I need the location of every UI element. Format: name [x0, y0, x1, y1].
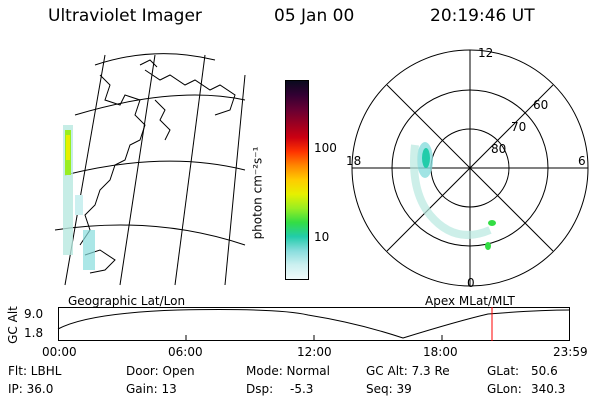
time-tick-06: 06:00 — [168, 345, 203, 359]
time-tick-2359: 23:59 — [553, 345, 588, 359]
colorbar — [285, 80, 309, 280]
left-panel-caption: Geographic Lat/Lon — [68, 294, 186, 308]
gain-info: Gain: 13 — [126, 382, 177, 396]
gc-alt-info: GC Alt: 7.3 Re — [366, 364, 450, 378]
colorbar-tick-10: 10 — [314, 230, 330, 244]
altitude-curve — [57, 309, 571, 339]
ip-info: IP: 36.0 — [8, 382, 54, 396]
door-info: Door: Open — [126, 364, 195, 378]
time-tick-18: 18:00 — [423, 345, 458, 359]
header-date: 05 Jan 00 — [274, 6, 355, 26]
header-time: 20:19:46 UT — [430, 6, 535, 26]
colorbar-tick-100: 100 — [314, 141, 337, 155]
glon-label: GLon: — [487, 382, 522, 396]
seq-info: Seq: 39 — [366, 382, 412, 396]
glat-value: 50.6 — [531, 364, 558, 378]
mlt-label-0: 0 — [467, 276, 475, 290]
mlt-label-12: 12 — [478, 46, 494, 60]
mode-info: Mode: Normal — [246, 364, 330, 378]
glat-label: GLat: — [487, 364, 520, 378]
time-tick-12: 12:00 — [297, 345, 332, 359]
polar-plot — [351, 49, 589, 287]
time-tick-00: 00:00 — [42, 345, 77, 359]
colorbar-unit-label: photon cm⁻²s⁻¹ — [250, 146, 265, 240]
altitude-tick-9: 9.0 — [24, 307, 44, 321]
filter-info: Flt: LBHL — [8, 364, 62, 378]
dsp-label: Dsp: — [246, 382, 274, 396]
mlt-label-18: 18 — [346, 154, 362, 168]
altitude-tick-1.8: 1.8 — [24, 326, 44, 340]
instrument-title: Ultraviolet Imager — [48, 6, 202, 26]
lat-label-80: 80 — [491, 142, 507, 156]
altitude-plot — [57, 307, 571, 341]
colorbar-gradient — [286, 81, 308, 279]
polar-panel-caption: Apex MLat/MLT — [425, 294, 515, 308]
altitude-axis-label: GC Alt — [5, 306, 20, 344]
geographic-map — [54, 53, 246, 286]
glon-value: 340.3 — [531, 382, 566, 396]
dsp-value: -5.3 — [290, 382, 314, 396]
lat-label-70: 70 — [511, 120, 527, 134]
lat-label-60: 60 — [533, 98, 549, 112]
mlt-label-6: 6 — [578, 154, 586, 168]
